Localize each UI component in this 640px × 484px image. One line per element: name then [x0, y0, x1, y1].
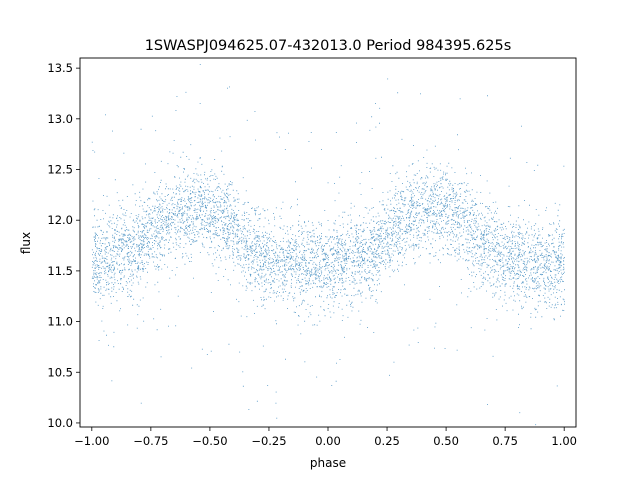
- x-axis: −1.00 −0.75 −0.50 −0.25 0.00 0.25 0.50 0.75 1.00: [74, 427, 577, 448]
- y-tick-label: 10.5: [47, 365, 73, 379]
- y-axis-label: flux: [19, 232, 33, 254]
- x-tick-label: −0.75: [133, 434, 168, 448]
- y-axis: 10.0 10.5 11.0 11.5 12.0 12.5 13.0 13.5: [47, 61, 80, 430]
- y-tick-label: 13.5: [47, 61, 73, 75]
- y-tick-label: 11.0: [47, 315, 73, 329]
- y-tick-label: 12.5: [47, 163, 73, 177]
- x-tick-label: 1.00: [551, 434, 577, 448]
- x-tick-label: 0.00: [315, 434, 341, 448]
- y-tick-label: 11.5: [47, 264, 73, 278]
- x-tick-label: −0.25: [251, 434, 286, 448]
- y-tick-label: 13.0: [47, 112, 73, 126]
- x-axis-label: phase: [310, 456, 346, 470]
- x-tick-label: 0.50: [433, 434, 459, 448]
- y-tick-label: 10.0: [47, 416, 73, 430]
- x-tick-label: 0.75: [492, 434, 518, 448]
- y-tick-label: 12.0: [47, 213, 73, 227]
- x-tick-label: −0.50: [192, 434, 227, 448]
- x-tick-label: 0.25: [374, 434, 400, 448]
- x-tick-label: −1.00: [74, 434, 109, 448]
- chart-title: 1SWASPJ094625.07-432013.0 Period 984395.…: [145, 38, 512, 54]
